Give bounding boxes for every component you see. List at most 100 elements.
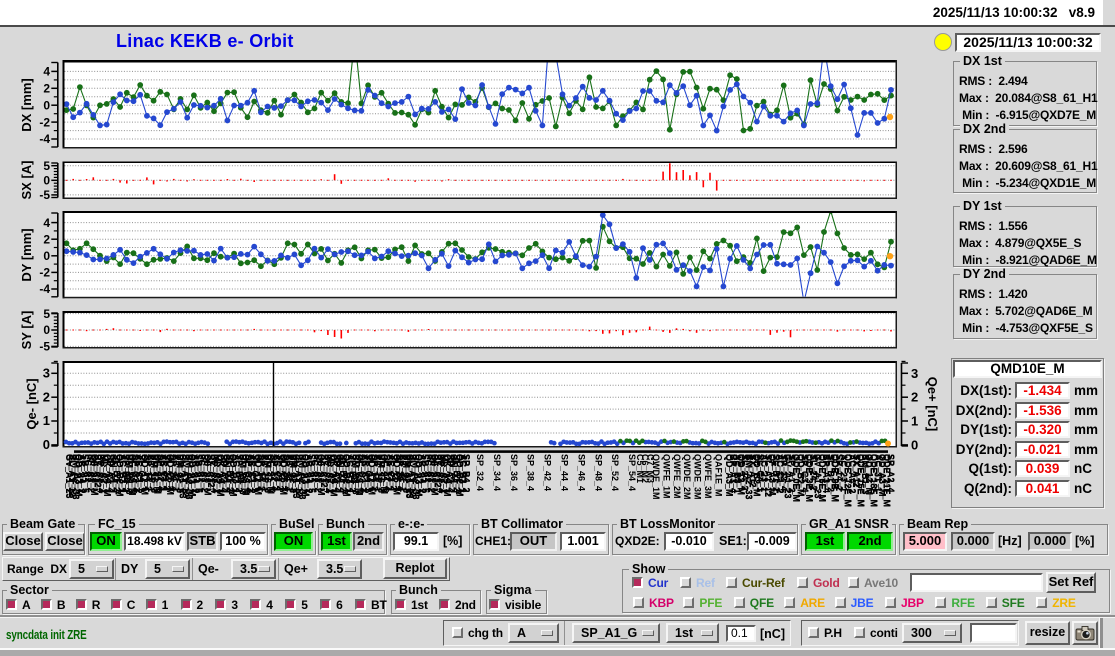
svg-text:BM_A2_33: BM_A2_33 (744, 454, 754, 500)
svg-text:QF_21_M: QF_21_M (266, 454, 276, 494)
svg-text:4: 4 (43, 216, 50, 230)
svg-text:C7_M3: C7_M3 (645, 454, 655, 483)
svg-text:BP_A3_4: BP_A3_4 (96, 454, 106, 493)
svg-text:QD_A3_M: QD_A3_M (74, 454, 84, 497)
svg-text:QD_B2_M: QD_B2_M (455, 454, 465, 497)
svg-text:BM_A2_33: BM_A2_33 (744, 454, 754, 500)
svg-text:SP_A1_2: SP_A1_2 (313, 454, 323, 493)
svg-text:BM_A2_33: BM_A2_33 (411, 454, 421, 500)
svg-text:AC_15_1: AC_15_1 (147, 454, 157, 492)
svg-text:GN_A1_T: GN_A1_T (222, 454, 232, 495)
svg-text:QD_12_M: QD_12_M (865, 454, 875, 495)
svg-text:SX_A12: SX_A12 (92, 454, 102, 488)
svg-text:AC_23_1: AC_23_1 (386, 454, 396, 492)
svg-text:AC_B3_1: AC_B3_1 (118, 454, 128, 494)
svg-text:SP_A2_4: SP_A2_4 (446, 454, 456, 493)
svg-text:SL_C4_1: SL_C4_1 (756, 454, 766, 492)
svg-text:AC_31_1: AC_31_1 (873, 454, 883, 492)
svg-text:AC_23_1: AC_23_1 (385, 454, 395, 492)
svg-text:SL_24_2: SL_24_2 (389, 454, 399, 491)
svg-text:SP_A2_4: SP_A2_4 (219, 454, 229, 493)
svg-text:SP_B4_2: SP_B4_2 (348, 454, 358, 493)
svg-text:BP_A3_4: BP_A3_4 (728, 454, 738, 493)
svg-text:AC_23_1: AC_23_1 (272, 454, 282, 492)
svg-text:SP_14_2: SP_14_2 (370, 454, 380, 491)
svg-text:GV_A1_23: GV_A1_23 (291, 454, 301, 499)
svg-text:SP_C3_4: SP_C3_4 (131, 454, 141, 493)
svg-text:QD_B2_M: QD_B2_M (115, 454, 125, 497)
svg-text:GN_A1_T: GN_A1_T (449, 454, 459, 495)
svg-text:SP_22_4: SP_22_4 (156, 454, 166, 491)
svg-text:QDE_18E_M: QDE_18E_M (869, 454, 879, 507)
svg-text:SB_A1_5: SB_A1_5 (307, 454, 317, 493)
svg-text:-2: -2 (39, 266, 50, 280)
svg-text:BP_A3_4: BP_A3_4 (323, 454, 333, 493)
svg-text:GN_A1_T: GN_A1_T (222, 454, 232, 495)
svg-text:QF_A3_M: QF_A3_M (316, 454, 326, 496)
svg-text:QWFE_3M: QWFE_3M (703, 454, 713, 499)
svg-text:SX_A12: SX_A12 (747, 454, 757, 488)
svg-text:SL_24_2: SL_24_2 (740, 454, 750, 491)
svg-text:-5: -5 (39, 340, 50, 354)
svg-text:AC_B3_1: AC_B3_1 (118, 454, 128, 494)
svg-text:QD_25_M: QD_25_M (165, 454, 175, 495)
svg-text:AC_A4_2: AC_A4_2 (304, 454, 314, 494)
svg-text:SP_B4_2: SP_B4_2 (234, 454, 244, 493)
svg-text:SP_22_4: SP_22_4 (269, 454, 279, 491)
svg-text:QDE_0E_M: QDE_0E_M (791, 454, 801, 502)
svg-text:QD_B2_M: QD_B2_M (342, 454, 352, 497)
svg-text:AC_A4_2: AC_A4_2 (190, 454, 200, 494)
svg-text:SP_48_4: SP_48_4 (593, 454, 603, 491)
svg-text:Qe- [nC]: Qe- [nC] (24, 378, 39, 429)
svg-text:AC_23_1: AC_23_1 (159, 454, 169, 492)
svg-text:1: 1 (911, 414, 918, 429)
svg-text:SX [A]: SX [A] (19, 161, 34, 200)
svg-text:SB_A1_5: SB_A1_5 (80, 454, 90, 493)
svg-text:AC_A4_2: AC_A4_2 (417, 454, 427, 494)
svg-text:BM_A2_33: BM_A2_33 (411, 454, 421, 500)
svg-text:SB_A1_5: SB_A1_5 (194, 454, 204, 493)
svg-text:QD_A3_M: QD_A3_M (301, 454, 311, 497)
svg-text:BM_B1_3: BM_B1_3 (238, 454, 248, 495)
svg-text:SP_14_2: SP_14_2 (835, 454, 845, 491)
svg-text:QF_A3_M: QF_A3_M (203, 454, 213, 496)
svg-text:SP_A2_4: SP_A2_4 (445, 454, 455, 493)
svg-text:AC_B3_1: AC_B3_1 (345, 454, 355, 494)
svg-text:QWFE_1M: QWFE_1M (661, 454, 671, 499)
svg-text:SX_A12: SX_A12 (748, 454, 758, 488)
svg-text:AC_C1_2: AC_C1_2 (360, 454, 370, 494)
svg-text:SB_A1_5: SB_A1_5 (193, 454, 203, 493)
svg-text:SL_24_2: SL_24_2 (162, 454, 172, 491)
svg-text:SP_22_4: SP_22_4 (779, 454, 789, 491)
svg-text:AC_C1_2: AC_C1_2 (247, 454, 257, 494)
svg-text:QD_12_M: QD_12_M (736, 454, 746, 495)
svg-text:QD_A3_M: QD_A3_M (187, 454, 197, 497)
svg-text:AC_C1_2: AC_C1_2 (247, 454, 257, 494)
svg-text:SP_A2_4: SP_A2_4 (332, 454, 342, 493)
svg-text:SP_C3_4: SP_C3_4 (800, 454, 810, 493)
svg-text:BM_16_3: BM_16_3 (150, 454, 160, 493)
svg-text:SB_A1_5: SB_A1_5 (420, 454, 430, 493)
svg-text:BM_A2_33: BM_A2_33 (184, 454, 194, 500)
svg-text:QWFE_2M: QWFE_2M (672, 454, 682, 499)
svg-text:-2: -2 (39, 115, 50, 129)
svg-text:BM_32_3: BM_32_3 (174, 454, 184, 493)
svg-text:QF_A3_M: QF_A3_M (429, 454, 439, 496)
svg-text:QDE_21E_M: QDE_21E_M (881, 454, 891, 507)
svg-text:BM_A2_33: BM_A2_33 (184, 454, 194, 500)
svg-text:3: 3 (911, 366, 918, 381)
svg-text:GV_A1_23: GV_A1_23 (64, 454, 74, 499)
svg-text:SP_26_4: SP_26_4 (395, 454, 405, 491)
svg-text:SL_B1_2: SL_B1_2 (111, 454, 121, 492)
svg-text:SP_C3_4: SP_C3_4 (244, 454, 254, 493)
svg-text:AC_31_1: AC_31_1 (285, 454, 295, 492)
svg-text:FC_A2: FC_A2 (424, 454, 434, 483)
svg-text:AC_C1_2: AC_C1_2 (134, 454, 144, 494)
svg-text:GN_A1_T: GN_A1_T (109, 454, 119, 495)
svg-text:QD_B2_M: QD_B2_M (228, 454, 238, 497)
svg-text:SP_C3_4: SP_C3_4 (130, 454, 140, 493)
svg-text:QD_A3_M: QD_A3_M (414, 454, 424, 497)
svg-text:QK_A4_M: QK_A4_M (329, 454, 339, 497)
svg-text:DY [mm]: DY [mm] (19, 228, 34, 281)
svg-text:SL_A1_12: SL_A1_12 (67, 454, 77, 497)
